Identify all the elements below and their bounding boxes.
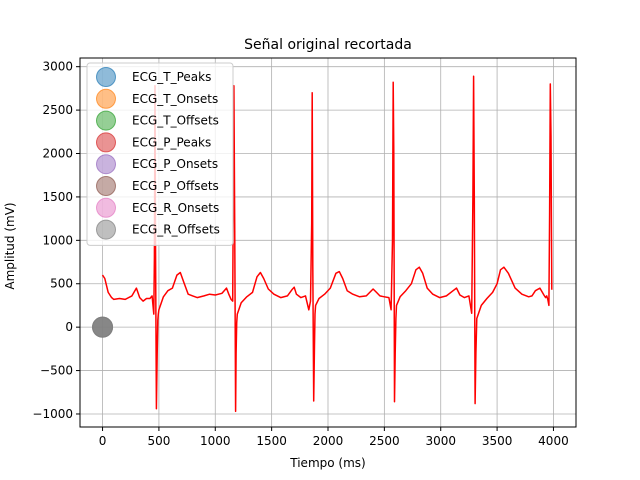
- marker-point: [92, 316, 114, 338]
- x-tick-label: 0: [99, 434, 107, 448]
- y-axis: −1000 −500 0 500 1000 1500 2000 2500 3000: [32, 60, 80, 421]
- legend-box: [86, 62, 234, 246]
- y-axis-label: Amplitud (mV): [3, 202, 17, 289]
- x-tick-label: 2000: [313, 434, 344, 448]
- y-tick-label: 500: [50, 277, 73, 291]
- x-tick-label: 4000: [538, 434, 569, 448]
- x-tick-label: 2500: [369, 434, 400, 448]
- y-tick-label: −500: [40, 364, 73, 378]
- x-tick-label: 3500: [482, 434, 513, 448]
- legend-entry-label: ECG_P_Peaks: [132, 135, 211, 149]
- legend-marker: [96, 219, 116, 240]
- legend-entry-label: ECG_T_Peaks: [132, 70, 211, 84]
- legend-entry-label: ECG_R_Onsets: [132, 201, 219, 215]
- x-axis: 0 500 1000 1500 2000 2500 3000 3500 4000: [99, 427, 569, 448]
- y-tick-label: −1000: [32, 407, 73, 421]
- legend-marker: [96, 197, 116, 218]
- legend-entry-label: ECG_T_Offsets: [132, 114, 219, 128]
- x-tick-label: 1000: [200, 434, 231, 448]
- legend-marker: [96, 88, 116, 109]
- y-tick-label: 2000: [42, 147, 73, 161]
- y-tick-label: 3000: [42, 60, 73, 74]
- legend: ECG_T_Peaks ECG_T_Onsets ECG_T_Offsets ECG_…: [86, 62, 234, 246]
- legend-entry-label: ECG_P_Offsets: [132, 179, 219, 193]
- chart-title: Señal original recortada: [244, 37, 412, 53]
- legend-marker: [96, 176, 116, 196]
- legend-marker: [96, 67, 116, 87]
- ecg-signal-line: [101, 75, 553, 413]
- y-tick-label: 1500: [42, 190, 73, 204]
- x-tick-label: 1500: [256, 434, 287, 448]
- legend-entry-label: ECG_R_Offsets: [132, 223, 220, 237]
- plot-area: [92, 75, 553, 413]
- y-tick-label: 0: [65, 320, 73, 334]
- legend-marker: [96, 110, 116, 131]
- x-tick-label: 3000: [425, 434, 456, 448]
- y-tick-label: 2500: [42, 103, 73, 117]
- legend-marker: [96, 132, 116, 153]
- x-axis-label: Tiempo (ms): [289, 456, 365, 470]
- y-tick-label: 1000: [42, 233, 73, 247]
- legend-entry-label: ECG_T_Onsets: [132, 92, 218, 106]
- legend-marker: [96, 154, 116, 175]
- x-tick-label: 500: [147, 434, 170, 448]
- legend-entry-label: ECG_P_Onsets: [132, 157, 218, 171]
